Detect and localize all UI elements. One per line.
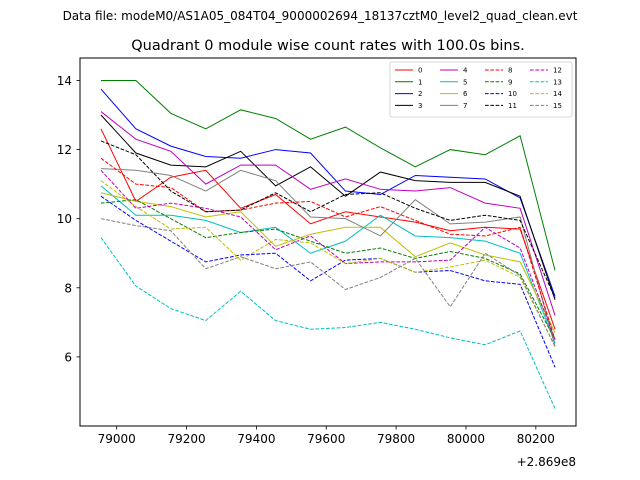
- series-line-13: [100, 237, 556, 409]
- y-tick-label: 12: [57, 143, 72, 157]
- x-tick-label: 80000: [447, 432, 485, 446]
- legend-label-9: 9: [508, 78, 512, 86]
- legend-label-15: 15: [553, 102, 562, 110]
- legend-frame: [389, 61, 573, 118]
- x-tick-label: 79400: [237, 432, 275, 446]
- legend-label-14: 14: [553, 90, 562, 98]
- legend-label-4: 4: [463, 67, 468, 75]
- plot-frame: [79, 57, 577, 427]
- x-tick-label: 79800: [377, 432, 415, 446]
- legend-label-10: 10: [508, 90, 517, 98]
- series-line-9: [100, 199, 556, 340]
- series-line-12: [100, 169, 556, 340]
- x-tick-label: 79600: [307, 432, 345, 446]
- legend-label-3: 3: [418, 102, 422, 110]
- legend-label-6: 6: [463, 90, 468, 98]
- series-line-8: [100, 157, 556, 340]
- legend-label-0: 0: [418, 67, 422, 75]
- legend-label-8: 8: [508, 67, 512, 75]
- legend-label-1: 1: [418, 78, 422, 86]
- series-line-6: [100, 192, 556, 333]
- y-axis: 6 8 10 12 14: [57, 74, 80, 364]
- series-line-2: [100, 88, 556, 297]
- figure-suptitle: Data file: modeM0/AS1A05_084T04_90000026…: [63, 9, 578, 23]
- y-tick-label: 8: [64, 281, 72, 295]
- series-line-4: [100, 111, 556, 316]
- chart-title: Quadrant 0 module wise count rates with …: [131, 38, 525, 54]
- x-axis: 79000 79200 79400 79600 79800 80000 80200: [98, 426, 555, 446]
- x-tick-label: 80200: [517, 432, 555, 446]
- legend-label-5: 5: [463, 78, 467, 86]
- y-tick-label: 14: [57, 74, 72, 88]
- legend-label-7: 7: [463, 102, 467, 110]
- legend-label-12: 12: [553, 67, 562, 75]
- x-tick-label: 79000: [98, 432, 136, 446]
- legend-label-2: 2: [418, 90, 422, 98]
- legend-label-11: 11: [508, 102, 517, 110]
- series-line-7: [100, 168, 556, 347]
- plot-series-layer: [100, 79, 556, 409]
- series-line-15: [100, 218, 556, 347]
- series-line-1: [100, 79, 556, 271]
- series-line-11: [100, 140, 556, 299]
- x-offset-label: +2.869e8: [517, 455, 576, 469]
- legend-label-13: 13: [553, 78, 562, 86]
- x-tick-label: 79200: [167, 432, 205, 446]
- y-tick-label: 10: [57, 212, 72, 226]
- y-tick-label: 6: [64, 350, 72, 364]
- series-line-3: [100, 114, 556, 301]
